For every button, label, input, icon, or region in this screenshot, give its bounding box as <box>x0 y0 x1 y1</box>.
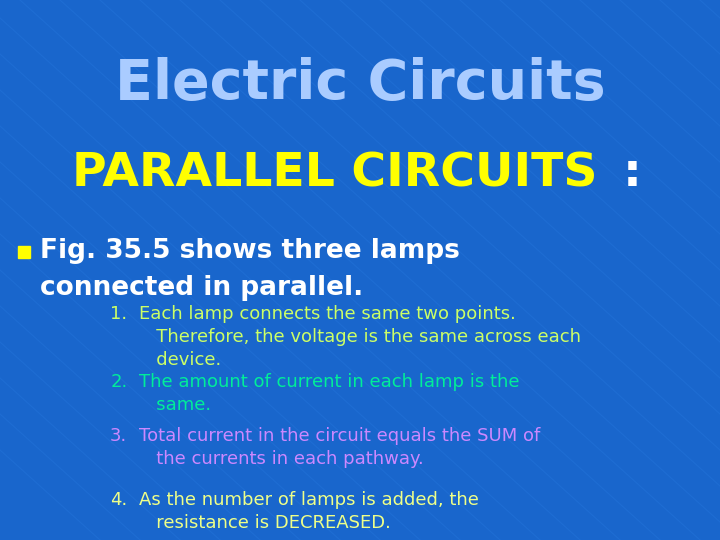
Text: Electric Circuits: Electric Circuits <box>114 57 606 111</box>
Text: 4.: 4. <box>110 491 127 509</box>
Text: Each lamp connects the same two points.
   Therefore, the voltage is the same ac: Each lamp connects the same two points. … <box>139 305 581 369</box>
Text: Fig. 35.5 shows three lamps: Fig. 35.5 shows three lamps <box>40 238 459 264</box>
Text: As the number of lamps is added, the
   resistance is DECREASED.: As the number of lamps is added, the res… <box>139 491 479 532</box>
Text: :: : <box>623 151 642 196</box>
Text: The amount of current in each lamp is the
   same.: The amount of current in each lamp is th… <box>139 373 519 414</box>
Text: 3.: 3. <box>110 427 127 444</box>
Text: 1.: 1. <box>110 305 127 323</box>
Text: connected in parallel.: connected in parallel. <box>40 275 363 301</box>
Text: PARALLEL CIRCUITS: PARALLEL CIRCUITS <box>72 151 598 196</box>
Bar <box>18 246 30 258</box>
Text: Total current in the circuit equals the SUM of
   the currents in each pathway.: Total current in the circuit equals the … <box>139 427 540 468</box>
Text: 2.: 2. <box>110 373 127 390</box>
